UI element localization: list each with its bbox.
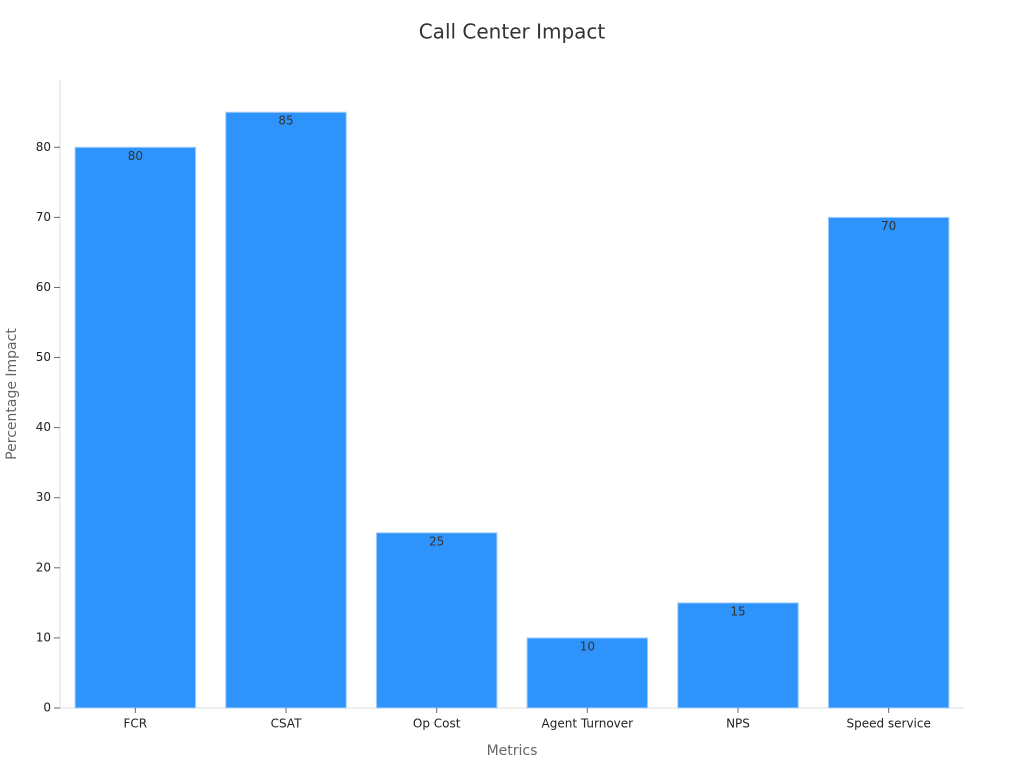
bar [375,532,498,709]
data-label: 80 [128,149,143,163]
bar [526,637,649,709]
x-tick-label: Op Cost [413,717,461,731]
y-tick-label: 60 [36,280,51,294]
bar [225,111,347,709]
bar [677,602,799,709]
data-label: 15 [730,604,745,618]
data-label: 10 [580,639,595,653]
y-tick-label: 0 [43,701,51,715]
x-tick-label: Agent Turnover [542,717,634,731]
y-tick-label: 80 [36,140,51,154]
x-axis-title: Metrics [487,743,538,759]
y-axis-title: Percentage Impact [4,328,20,460]
data-label: 85 [278,114,293,128]
y-tick-label: 40 [36,420,51,434]
x-tick-label: Speed service [846,717,930,731]
y-tick-label: 70 [36,210,51,224]
y-tick-label: 30 [36,490,51,504]
bar [74,146,197,709]
y-tick-label: 50 [36,350,51,364]
x-tick-label: CSAT [271,717,302,731]
y-tick-label: 20 [36,560,51,574]
chart-title: Call Center Impact [419,20,606,44]
data-label: 25 [429,534,444,548]
x-tick-label: FCR [124,717,148,731]
y-tick-label: 10 [36,630,51,644]
data-label: 70 [881,219,896,233]
bar [827,216,950,709]
x-tick-label: NPS [726,717,750,731]
